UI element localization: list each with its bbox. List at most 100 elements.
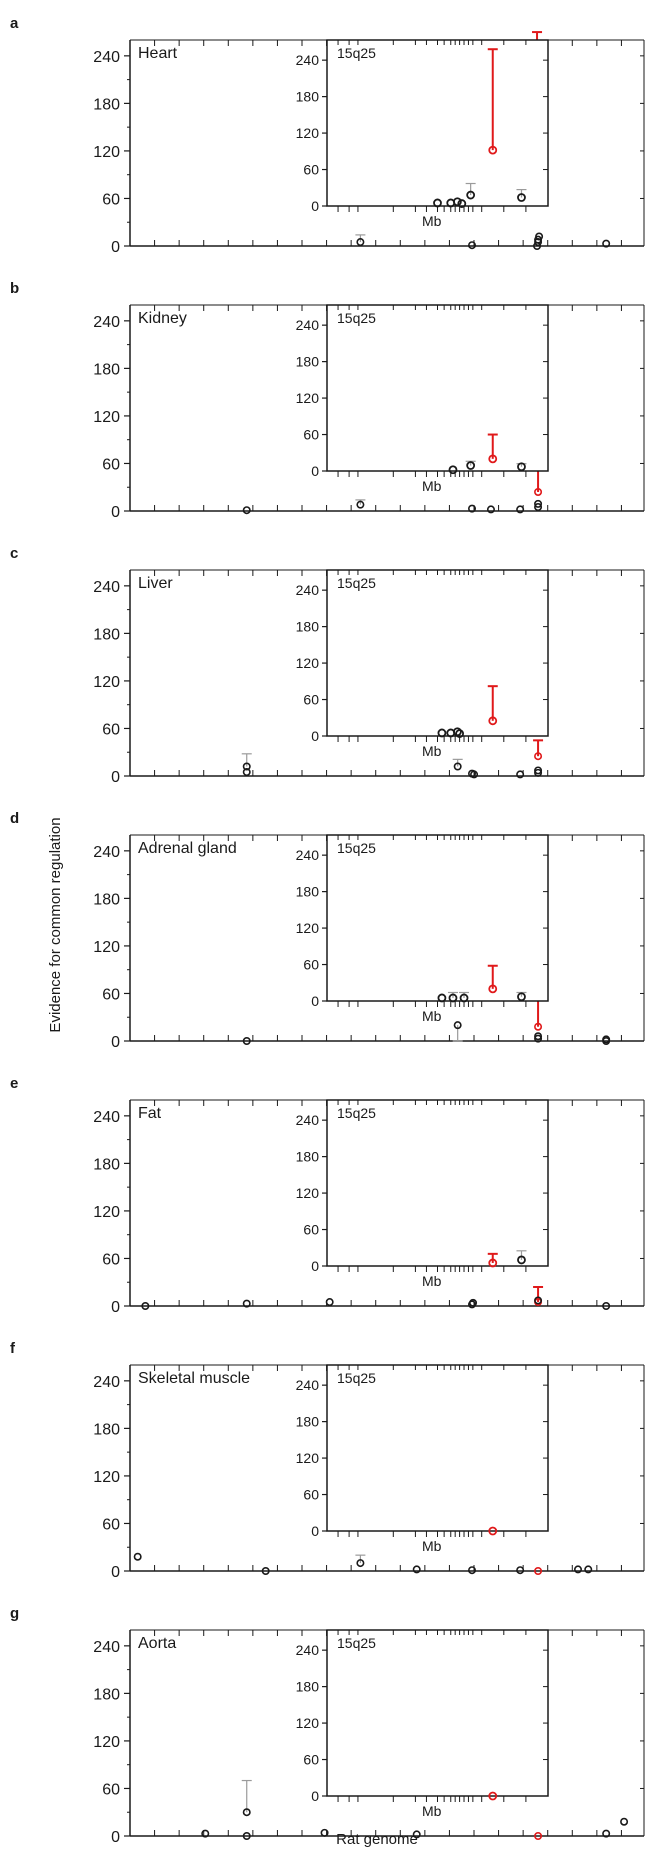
inset-c: 0 60 120 180 240 15q25 Mb: [296, 569, 549, 759]
inset-data-point: [448, 465, 458, 475]
inset-data-point: [466, 190, 476, 200]
inset-y-tick-label: 240: [296, 1112, 320, 1128]
inset-data-point: [488, 984, 498, 994]
inset-y-tick-label: 240: [296, 52, 320, 68]
inset-x-label: Mb: [422, 743, 442, 759]
y-tick-label: 240: [93, 1639, 120, 1656]
panel-letter: g: [10, 1605, 19, 1622]
data-point: [516, 505, 525, 514]
panel-title: Heart: [138, 45, 178, 62]
inset-y-tick-label: 180: [296, 1679, 320, 1695]
data-point: [469, 1298, 478, 1307]
inset-y-tick-label: 240: [296, 847, 320, 863]
inset-y-tick-label: 0: [311, 1523, 319, 1539]
inset-y-tick-label: 0: [311, 1788, 319, 1804]
panel-letter: d: [10, 810, 19, 827]
inset-y-tick-label: 60: [303, 692, 319, 708]
y-tick-label: 0: [111, 769, 120, 786]
panel-title: Adrenal gland: [138, 840, 237, 857]
inset-title: 15q25: [337, 45, 376, 61]
inset-y-tick-label: 180: [296, 354, 320, 370]
data-point: [242, 762, 251, 771]
y-tick-label: 180: [93, 361, 120, 378]
inset-data-point: [455, 729, 465, 738]
y-tick-label: 60: [102, 456, 120, 473]
y-tick-label: 240: [93, 1374, 120, 1391]
inset-data-point: [452, 197, 462, 207]
y-tick-label: 240: [93, 579, 120, 596]
y-tick-label: 120: [93, 939, 120, 956]
inset-data-point: [517, 1255, 526, 1265]
data-point: [453, 1021, 462, 1030]
inset-title: 15q25: [337, 1105, 376, 1121]
inset-data-point: [459, 993, 469, 1003]
y-tick-label: 120: [93, 1204, 120, 1221]
data-point: [534, 1022, 543, 1031]
y-tick-label: 240: [93, 844, 120, 861]
data-point: [534, 1832, 543, 1841]
y-axis-label: Evidence for common regulation: [47, 817, 64, 1032]
data-point: [242, 506, 251, 515]
inset-y-tick-label: 0: [311, 993, 319, 1009]
inset-y-tick-label: 180: [296, 1149, 320, 1165]
data-point: [261, 1567, 270, 1576]
inset-frame: [326, 834, 549, 1002]
data-point: [133, 1552, 142, 1561]
y-tick-label: 240: [93, 49, 120, 66]
data-point: [486, 505, 495, 514]
data-point: [242, 1808, 251, 1817]
inset-y-tick-label: 180: [296, 619, 320, 635]
y-tick-label: 240: [93, 1109, 120, 1126]
inset-y-tick-label: 60: [303, 1752, 319, 1768]
data-point: [534, 766, 543, 775]
y-tick-label: 120: [93, 1469, 120, 1486]
inset-x-label: Mb: [422, 213, 442, 229]
x-axis-label: Rat genome: [336, 1831, 418, 1848]
inset-data-point: [488, 454, 498, 464]
inset-y-tick-label: 60: [303, 427, 319, 443]
data-point: [412, 1565, 421, 1574]
y-tick-label: 0: [111, 239, 120, 256]
inset-data-point: [466, 461, 476, 470]
inset-x-label: Mb: [422, 1538, 442, 1554]
data-point: [584, 1565, 593, 1574]
panel-letter: a: [10, 15, 19, 32]
data-point: [356, 238, 365, 247]
data-point: [602, 1302, 611, 1311]
inset-a: 0 60 120 180 240 15q25 Mb: [296, 39, 549, 229]
data-point: [516, 1566, 525, 1575]
inset-y-tick-label: 0: [311, 463, 319, 479]
inset-data-point: [488, 1526, 498, 1536]
inset-y-tick-label: 0: [311, 1258, 319, 1274]
inset-b: 0 60 120 180 240 15q25 Mb: [296, 304, 549, 494]
panels-group: a 0 60 120 180 240 Heart 0 60 120 180 240 15q25 Mb b 0 6…: [10, 15, 645, 1846]
y-tick-label: 60: [102, 986, 120, 1003]
inset-y-tick-label: 120: [296, 1450, 320, 1466]
inset-y-tick-label: 120: [296, 390, 320, 406]
inset-data-point: [457, 199, 467, 208]
panel-title: Skeletal muscle: [138, 1370, 250, 1387]
y-tick-label: 60: [102, 1251, 120, 1268]
data-point: [534, 752, 543, 761]
panel-letter: e: [10, 1075, 18, 1092]
inset-y-tick-label: 180: [296, 1414, 320, 1430]
data-point: [325, 1298, 334, 1307]
inset-data-point: [488, 716, 498, 726]
panel-letter: b: [10, 280, 19, 297]
inset-title: 15q25: [337, 575, 376, 591]
inset-y-tick-label: 120: [296, 1185, 320, 1201]
inset-y-tick-label: 120: [296, 920, 320, 936]
inset-data-point: [517, 193, 526, 202]
inset-f: 0 60 120 180 240 15q25 Mb: [296, 1364, 549, 1554]
inset-y-tick-label: 240: [296, 1377, 320, 1393]
y-tick-label: 240: [93, 314, 120, 331]
panel-b: b 0 60 120 180 240 Kidney 0 60 120 180 240 15q25 Mb: [10, 280, 645, 521]
inset-data-point: [517, 462, 526, 472]
y-tick-label: 0: [111, 1829, 120, 1846]
data-point: [242, 1299, 251, 1308]
data-point: [602, 1829, 611, 1838]
panel-letter: f: [10, 1340, 16, 1357]
inset-x-label: Mb: [422, 1803, 442, 1819]
data-point: [534, 1567, 543, 1576]
data-point: [468, 504, 477, 513]
